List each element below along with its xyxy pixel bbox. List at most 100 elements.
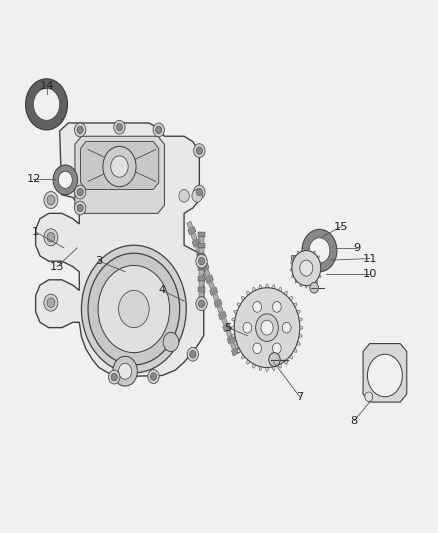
Polygon shape [198, 232, 205, 237]
Circle shape [98, 265, 170, 353]
Circle shape [192, 189, 202, 202]
Circle shape [47, 232, 55, 242]
Polygon shape [297, 341, 300, 345]
Polygon shape [214, 299, 222, 308]
Circle shape [190, 351, 196, 358]
Circle shape [47, 298, 55, 308]
Circle shape [179, 189, 189, 202]
Circle shape [58, 171, 72, 188]
Polygon shape [188, 227, 196, 235]
Polygon shape [230, 342, 236, 349]
Text: 8: 8 [351, 416, 358, 426]
Circle shape [269, 353, 280, 367]
Circle shape [187, 348, 198, 361]
Circle shape [117, 124, 123, 131]
Polygon shape [265, 284, 269, 288]
Polygon shape [284, 360, 287, 365]
Polygon shape [237, 348, 241, 352]
Polygon shape [290, 262, 293, 265]
Circle shape [111, 156, 128, 177]
Circle shape [44, 229, 58, 246]
Polygon shape [199, 260, 204, 264]
Circle shape [283, 322, 291, 333]
Text: 3: 3 [95, 256, 102, 266]
Polygon shape [293, 348, 297, 352]
Polygon shape [293, 256, 296, 259]
Polygon shape [208, 281, 215, 289]
Polygon shape [232, 318, 235, 322]
Polygon shape [198, 265, 205, 270]
Text: 13: 13 [50, 262, 65, 271]
Polygon shape [198, 254, 205, 259]
Polygon shape [278, 287, 281, 292]
Polygon shape [291, 274, 294, 278]
Circle shape [77, 126, 83, 134]
Circle shape [148, 369, 159, 383]
Polygon shape [259, 285, 262, 289]
Polygon shape [305, 286, 308, 288]
Polygon shape [197, 251, 205, 259]
Text: 7: 7 [296, 392, 304, 402]
Text: 15: 15 [334, 222, 349, 232]
Polygon shape [209, 287, 218, 295]
Circle shape [309, 238, 330, 263]
Polygon shape [198, 243, 205, 248]
Circle shape [198, 300, 205, 308]
Circle shape [272, 302, 281, 312]
Polygon shape [75, 136, 164, 213]
Polygon shape [363, 344, 407, 402]
Polygon shape [198, 298, 205, 303]
Circle shape [196, 188, 202, 196]
Polygon shape [247, 291, 251, 296]
Circle shape [53, 165, 78, 195]
Polygon shape [284, 291, 287, 296]
Circle shape [163, 333, 179, 352]
Circle shape [153, 123, 164, 137]
Polygon shape [192, 239, 200, 247]
Circle shape [113, 357, 138, 386]
Polygon shape [320, 262, 322, 265]
Polygon shape [81, 142, 159, 189]
Circle shape [119, 290, 149, 328]
Polygon shape [198, 287, 205, 292]
Circle shape [44, 294, 58, 311]
Polygon shape [204, 270, 210, 277]
Polygon shape [217, 306, 223, 313]
Polygon shape [289, 354, 293, 359]
Circle shape [194, 144, 205, 158]
Circle shape [198, 257, 205, 265]
Circle shape [114, 120, 125, 134]
Polygon shape [289, 296, 293, 301]
Polygon shape [313, 251, 315, 254]
Text: 4: 4 [159, 286, 166, 295]
Polygon shape [199, 248, 204, 253]
Polygon shape [253, 287, 256, 292]
Polygon shape [198, 276, 205, 281]
Polygon shape [300, 326, 303, 330]
Circle shape [300, 260, 313, 276]
Circle shape [25, 79, 67, 130]
Circle shape [234, 288, 300, 368]
Circle shape [292, 251, 321, 286]
Circle shape [196, 254, 207, 268]
Circle shape [74, 201, 86, 215]
Polygon shape [297, 310, 300, 314]
Circle shape [74, 185, 86, 199]
Circle shape [261, 320, 273, 335]
Polygon shape [299, 318, 302, 322]
Polygon shape [310, 284, 313, 287]
Polygon shape [222, 318, 228, 325]
Polygon shape [315, 280, 318, 283]
Polygon shape [253, 364, 256, 368]
Polygon shape [200, 257, 206, 265]
Polygon shape [278, 364, 281, 368]
Polygon shape [241, 354, 245, 359]
Polygon shape [218, 311, 226, 320]
Text: 10: 10 [362, 270, 377, 279]
Circle shape [74, 123, 86, 137]
Circle shape [155, 126, 162, 134]
Polygon shape [300, 284, 303, 287]
Circle shape [243, 322, 252, 333]
Polygon shape [187, 221, 193, 229]
Text: 9: 9 [353, 243, 360, 253]
